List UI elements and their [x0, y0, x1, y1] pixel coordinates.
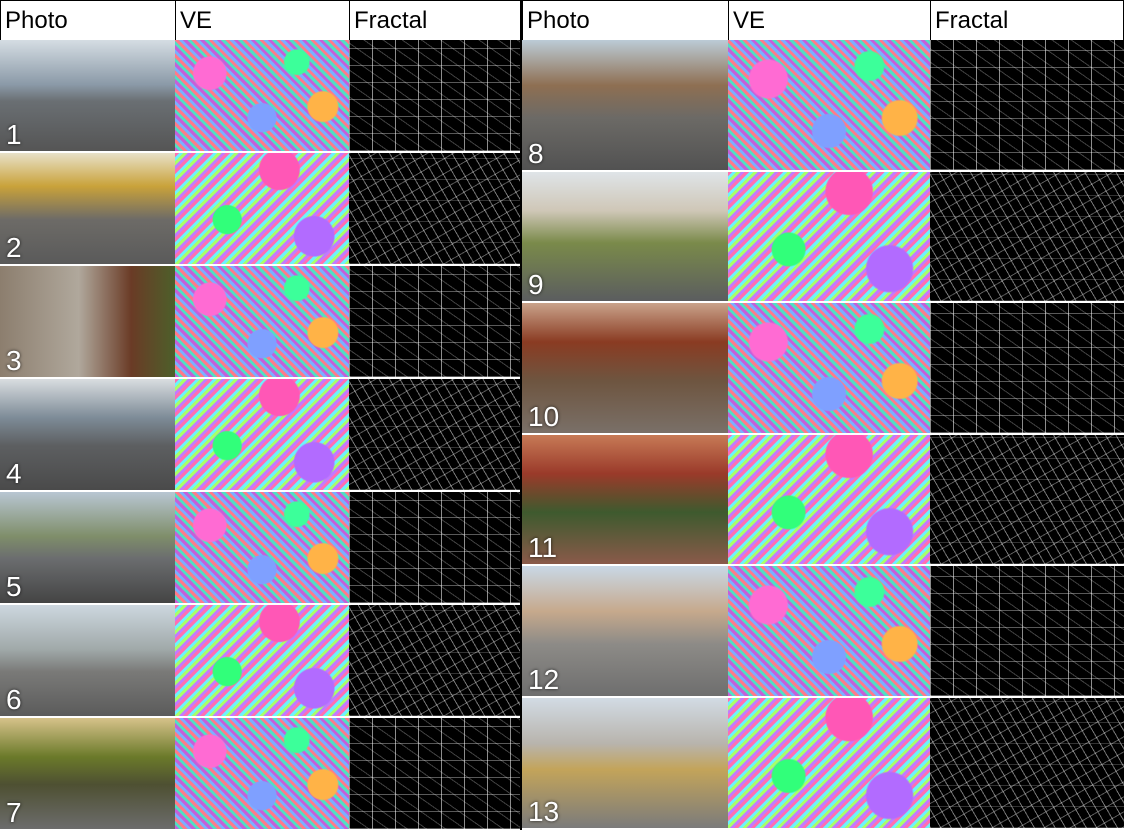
photo-number-label: 13 — [528, 795, 560, 827]
photo-cell: 6 — [0, 605, 175, 718]
ve-cell — [728, 171, 930, 304]
photo-cell: 8 — [522, 40, 728, 172]
fractal-cell — [930, 698, 1124, 830]
fractal-cell — [349, 718, 520, 831]
ve-cell — [175, 266, 349, 379]
fractal-cell — [349, 492, 520, 605]
photo-cell: 4 — [0, 379, 175, 492]
photo-number-label: 9 — [528, 269, 544, 301]
ve-cell — [728, 434, 930, 567]
left-fractal-header: Fractal — [349, 0, 522, 40]
fractal-cell — [930, 566, 1124, 698]
ve-cell — [175, 605, 349, 718]
ve-cell — [728, 40, 930, 172]
photo-cell: 2 — [0, 153, 175, 266]
photo-number-label: 3 — [6, 345, 22, 376]
fractal-cell — [349, 153, 520, 266]
ve-cell — [175, 153, 349, 266]
left-ve-header: VE — [175, 0, 349, 40]
photo-cell: 10 — [522, 303, 728, 435]
photo-cell: 1 — [0, 40, 175, 153]
photo-cell: 12 — [522, 566, 728, 698]
ve-cell — [728, 303, 930, 435]
panel-divider — [520, 0, 522, 830]
photo-cell: 11 — [522, 434, 728, 567]
photo-number-label: 5 — [6, 571, 22, 602]
photo-number-label: 8 — [528, 137, 544, 169]
fractal-cell — [349, 379, 520, 492]
photo-number-label: 4 — [6, 458, 22, 489]
ve-cell — [175, 379, 349, 492]
ve-cell — [175, 718, 349, 831]
photo-cell: 13 — [522, 698, 728, 830]
photo-cell: 5 — [0, 492, 175, 605]
photo-number-label: 12 — [528, 663, 560, 695]
ve-cell — [175, 40, 349, 153]
photo-number-label: 7 — [6, 797, 22, 828]
right-fractal-header: Fractal — [930, 0, 1124, 40]
photo-cell: 7 — [0, 718, 175, 831]
photo-cell: 9 — [522, 171, 728, 304]
ve-cell — [728, 698, 930, 830]
photo-cell: 3 — [0, 266, 175, 379]
photo-number-label: 1 — [6, 119, 22, 150]
fractal-cell — [349, 266, 520, 379]
ve-cell — [728, 566, 930, 698]
photo-number-label: 10 — [528, 400, 560, 432]
fractal-cell — [930, 434, 1124, 567]
photo-number-label: 2 — [6, 232, 22, 263]
right-photo-header: Photo — [522, 0, 728, 40]
photo-number-label: 6 — [6, 684, 22, 715]
ve-cell — [175, 492, 349, 605]
photo-number-label: 11 — [528, 532, 558, 564]
fractal-cell — [349, 40, 520, 153]
fractal-cell — [349, 605, 520, 718]
fractal-cell — [930, 171, 1124, 304]
left-photo-header: Photo — [0, 0, 175, 40]
fractal-cell — [930, 303, 1124, 435]
fractal-cell — [930, 40, 1124, 172]
right-ve-header: VE — [728, 0, 930, 40]
